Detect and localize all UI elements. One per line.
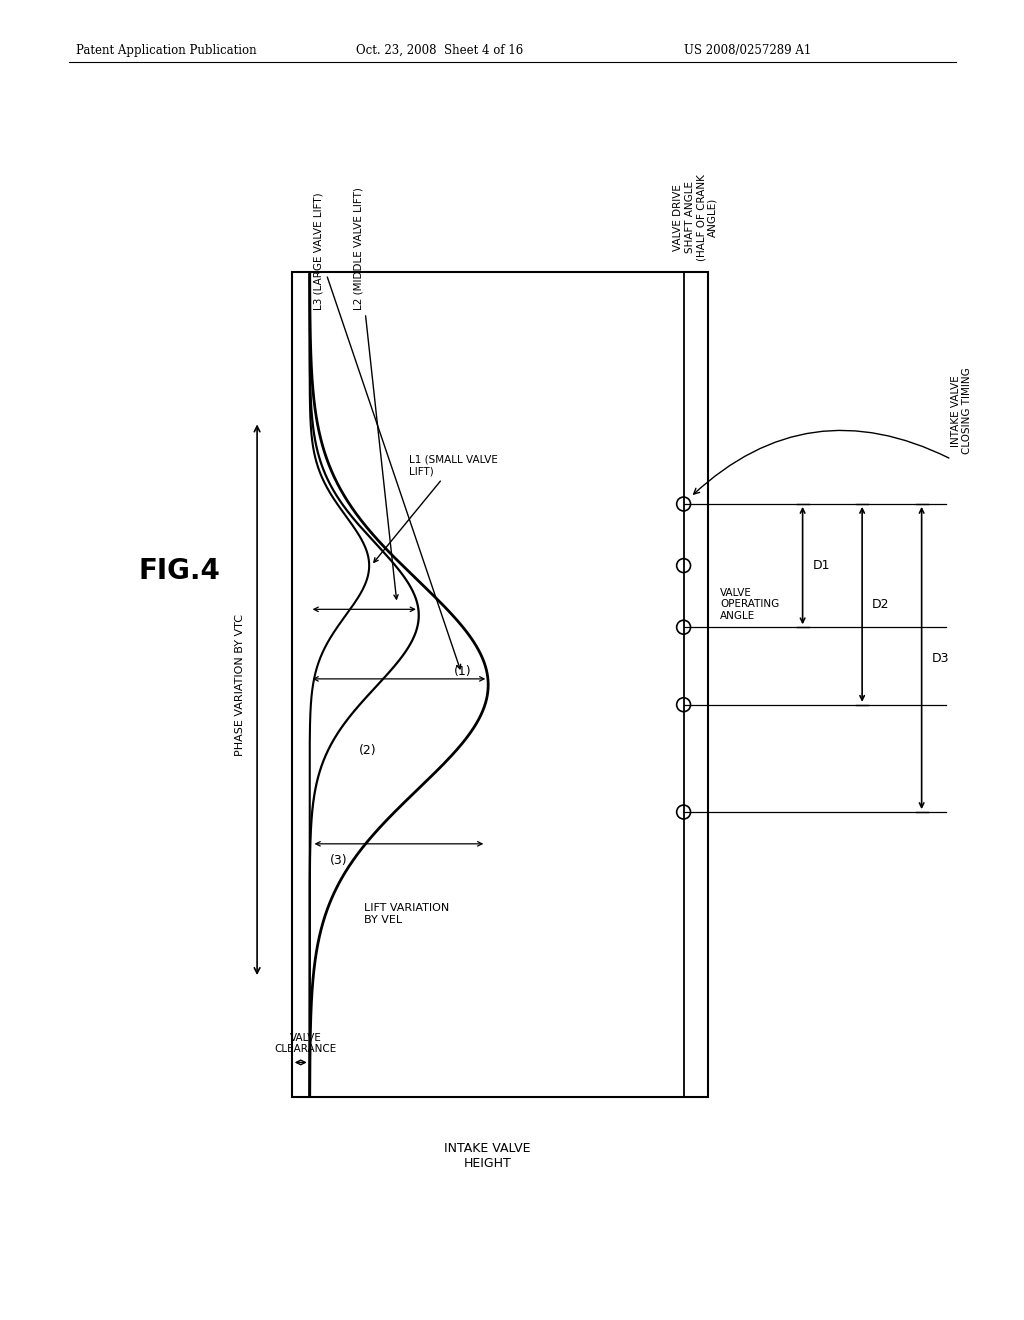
- Text: Oct. 23, 2008  Sheet 4 of 16: Oct. 23, 2008 Sheet 4 of 16: [356, 44, 523, 57]
- Text: INTAKE VALVE
HEIGHT: INTAKE VALVE HEIGHT: [444, 1142, 531, 1170]
- Text: US 2008/0257289 A1: US 2008/0257289 A1: [684, 44, 811, 57]
- Text: (2): (2): [359, 744, 377, 758]
- Text: (1): (1): [454, 665, 471, 678]
- Text: L3 (LARGE VALVE LIFT): L3 (LARGE VALVE LIFT): [313, 193, 461, 669]
- Text: Patent Application Publication: Patent Application Publication: [76, 44, 256, 57]
- Text: L1 (SMALL VALVE
LIFT): L1 (SMALL VALVE LIFT): [374, 454, 498, 562]
- Text: VALVE DRIVE
SHAFT ANGLE
(HALF OF CRANK
ANGLE): VALVE DRIVE SHAFT ANGLE (HALF OF CRANK A…: [673, 174, 718, 260]
- Text: (3): (3): [330, 854, 347, 867]
- Text: D2: D2: [872, 598, 890, 611]
- Text: L2 (MIDDLE VALVE LIFT): L2 (MIDDLE VALVE LIFT): [353, 187, 398, 599]
- Text: VALVE
CLEARANCE: VALVE CLEARANCE: [274, 1032, 337, 1055]
- Text: D1: D1: [812, 560, 830, 572]
- Text: VALVE
OPERATING
ANGLE: VALVE OPERATING ANGLE: [720, 587, 779, 620]
- Text: INTAKE VALVE
CLOSING TIMING: INTAKE VALVE CLOSING TIMING: [950, 367, 972, 454]
- Text: D3: D3: [932, 652, 949, 664]
- Text: FIG.4: FIG.4: [138, 557, 220, 585]
- Bar: [292, 272, 709, 1097]
- Text: PHASE VARIATION BY VTC: PHASE VARIATION BY VTC: [236, 614, 245, 756]
- Text: LIFT VARIATION
BY VEL: LIFT VARIATION BY VEL: [365, 903, 450, 925]
